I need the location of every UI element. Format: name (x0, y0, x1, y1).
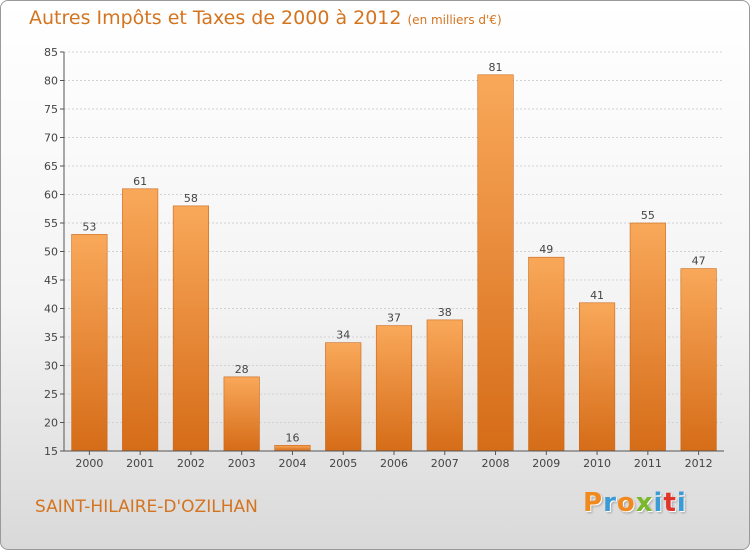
bar (325, 342, 362, 452)
x-tick-label: 2008 (482, 457, 510, 470)
chart-title: Autres Impôts et Taxes de 2000 à 2012 (en… (29, 7, 502, 29)
y-tick-label: 80 (44, 75, 58, 88)
x-tick-label: 2003 (228, 457, 256, 470)
y-tick-label: 85 (44, 46, 58, 59)
data-label: 47 (692, 255, 706, 268)
chart-title-text: Autres Impôts et Taxes de 2000 à 2012 (29, 7, 402, 29)
bar (528, 256, 565, 452)
data-label: 41 (590, 289, 604, 302)
y-tick-label: 30 (44, 360, 58, 373)
x-tick-label: 2007 (431, 457, 459, 470)
y-tick-label: 15 (44, 445, 58, 458)
bar (680, 268, 717, 452)
bar (426, 319, 463, 452)
x-tick-labels: 2000 2001 2002 2003 2004 2005 2006 2007 2008 2009… (75, 457, 712, 470)
bar (223, 376, 260, 452)
data-label: 28 (235, 363, 249, 376)
logo-letter: o (616, 488, 636, 518)
data-label: 58 (184, 192, 198, 205)
x-tick-label: 2002 (177, 457, 205, 470)
x-tick-label: 2011 (634, 457, 662, 470)
logo-letter: x (635, 488, 654, 518)
logo-letter: i (676, 488, 687, 518)
data-label: 16 (285, 431, 299, 444)
bar (629, 222, 666, 452)
axes (63, 52, 724, 452)
y-tick-label: 60 (44, 189, 58, 202)
y-tick-label: 75 (44, 103, 58, 116)
logo-letter: i (653, 488, 664, 518)
bar (274, 444, 311, 452)
unit-label: (en milliers d'€) (407, 13, 502, 27)
bars (71, 74, 717, 455)
data-label: 38 (438, 306, 452, 319)
data-label: 49 (539, 243, 553, 256)
data-labels: 53 61 58 28 16 34 37 38 81 49 41 55 47 (82, 61, 706, 444)
bar (172, 205, 209, 452)
x-tick-label: 2000 (75, 457, 103, 470)
x-tick-label: 2001 (126, 457, 154, 470)
commune-name: SAINT-HILAIRE-D'OZILHAN (35, 497, 258, 517)
bar (375, 325, 413, 452)
proxiti-logo: Proxiti (583, 488, 687, 518)
y-tick-labels: 15 20 25 30 35 40 45 50 55 60 65 70 75 80 85 (44, 46, 58, 458)
x-tick-label: 2009 (532, 457, 560, 470)
x-tick-label: 2005 (329, 457, 357, 470)
y-tick-label: 45 (44, 274, 58, 287)
y-tick-label: 20 (44, 417, 58, 430)
y-tick-label: 70 (44, 132, 58, 145)
data-label: 61 (133, 175, 147, 188)
x-tick-label: 2006 (380, 457, 408, 470)
bar (579, 302, 616, 452)
x-tick-label: 2004 (278, 457, 306, 470)
x-tick-label: 2010 (583, 457, 611, 470)
y-tick-label: 25 (44, 388, 58, 401)
y-tick-label: 50 (44, 246, 58, 259)
bar (477, 74, 514, 452)
logo-letter: t (663, 488, 677, 518)
y-tick-label: 55 (44, 217, 58, 230)
y-tick-label: 65 (44, 160, 58, 173)
data-label: 53 (82, 220, 96, 233)
data-label: 81 (489, 61, 503, 74)
bar (122, 188, 159, 452)
logo-letter: P (583, 488, 604, 518)
y-tick-label: 35 (44, 331, 58, 344)
data-label: 37 (387, 312, 401, 325)
x-tick-label: 2012 (685, 457, 713, 470)
y-tick-label: 40 (44, 303, 58, 316)
data-label: 55 (641, 209, 655, 222)
logo-letter: r (603, 488, 617, 518)
bar (71, 234, 108, 452)
data-label: 34 (336, 329, 350, 342)
